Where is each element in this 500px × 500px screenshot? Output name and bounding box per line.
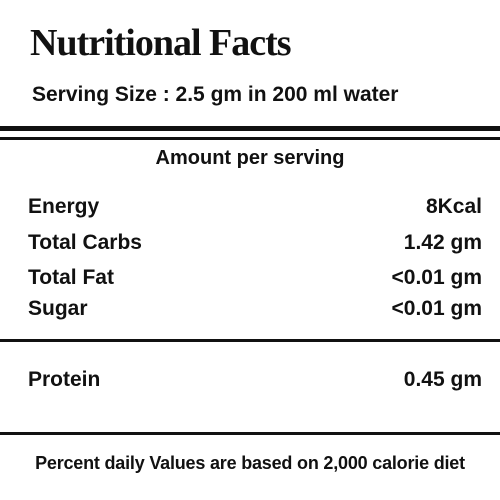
nutrient-row-energy: Energy 8Kcal bbox=[28, 195, 482, 219]
nutrient-value: <0.01 gm bbox=[391, 266, 482, 289]
nutrient-row-protein: Protein 0.45 gm bbox=[28, 368, 482, 392]
nutrient-value: 1.42 gm bbox=[403, 231, 482, 254]
divider bbox=[0, 432, 500, 435]
amount-per-serving-header: Amount per serving bbox=[155, 147, 345, 169]
label-title: Nutritional Facts bbox=[30, 22, 292, 64]
thick-divider bbox=[0, 126, 500, 131]
nutrient-name: Protein bbox=[28, 368, 101, 391]
nutrient-row-total-carbs: Total Carbs 1.42 gm bbox=[28, 231, 482, 255]
nutrient-value: 8Kcal bbox=[425, 195, 482, 218]
nutrient-value: 0.45 gm bbox=[403, 368, 482, 391]
nutrient-name: Sugar bbox=[28, 297, 88, 320]
nutrient-name: Total Fat bbox=[28, 266, 114, 289]
nutrient-name: Total Carbs bbox=[28, 231, 142, 254]
nutrient-row-sugar: Sugar <0.01 gm bbox=[28, 297, 482, 321]
nutrient-value: <0.01 gm bbox=[391, 297, 482, 320]
divider bbox=[0, 339, 500, 342]
daily-values-footnote: Percent daily Values are based on 2,000 … bbox=[35, 453, 465, 473]
divider bbox=[0, 137, 500, 140]
nutrient-row-total-fat: Total Fat <0.01 gm bbox=[28, 266, 482, 290]
nutrient-name: Energy bbox=[28, 195, 100, 218]
serving-size: Serving Size : 2.5 gm in 200 ml water bbox=[32, 83, 399, 106]
